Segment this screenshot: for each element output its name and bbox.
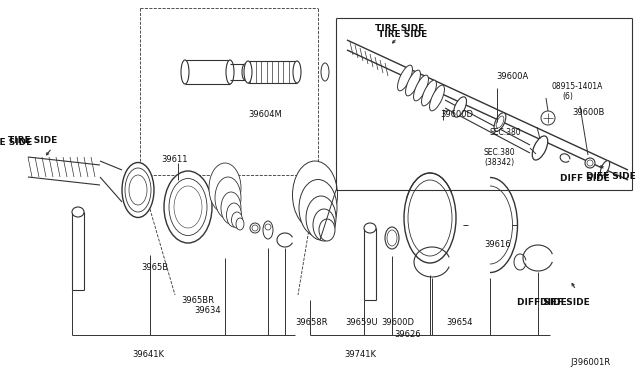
- Ellipse shape: [413, 75, 428, 101]
- Text: 39634: 39634: [195, 306, 221, 315]
- Ellipse shape: [387, 230, 397, 246]
- Ellipse shape: [215, 177, 241, 219]
- Text: 39741K: 39741K: [344, 350, 376, 359]
- Ellipse shape: [321, 63, 329, 81]
- Text: TIRE SIDE: TIRE SIDE: [375, 24, 424, 33]
- Ellipse shape: [408, 180, 452, 256]
- Text: 39600B: 39600B: [572, 108, 604, 117]
- Ellipse shape: [496, 116, 504, 128]
- Ellipse shape: [72, 207, 84, 217]
- Ellipse shape: [292, 161, 337, 229]
- Ellipse shape: [250, 223, 260, 233]
- Text: 39626: 39626: [395, 330, 421, 339]
- Text: TIRE SIDE: TIRE SIDE: [378, 30, 428, 39]
- Text: 39641K: 39641K: [132, 350, 164, 359]
- Ellipse shape: [364, 223, 376, 233]
- Ellipse shape: [181, 60, 189, 84]
- Ellipse shape: [236, 218, 244, 230]
- Ellipse shape: [600, 161, 610, 176]
- Ellipse shape: [242, 64, 248, 80]
- Text: 39616: 39616: [484, 240, 511, 249]
- Ellipse shape: [265, 224, 271, 230]
- Ellipse shape: [406, 70, 420, 96]
- Ellipse shape: [299, 180, 337, 237]
- Text: DIFF SIDE: DIFF SIDE: [517, 298, 567, 307]
- Ellipse shape: [164, 171, 212, 243]
- Ellipse shape: [397, 65, 412, 91]
- Ellipse shape: [169, 179, 207, 235]
- Ellipse shape: [306, 196, 336, 240]
- Ellipse shape: [129, 175, 147, 205]
- Text: DIFF SIDE: DIFF SIDE: [586, 172, 636, 181]
- Text: J396001R: J396001R: [570, 358, 610, 367]
- Text: SEC.380: SEC.380: [490, 128, 522, 137]
- Ellipse shape: [122, 163, 154, 218]
- Ellipse shape: [404, 173, 456, 263]
- Ellipse shape: [319, 219, 335, 241]
- Text: 39600A: 39600A: [496, 72, 528, 81]
- Ellipse shape: [532, 136, 548, 160]
- Ellipse shape: [422, 80, 436, 106]
- Text: TIRE SIDE: TIRE SIDE: [8, 136, 57, 145]
- Text: DIFF SIDE: DIFF SIDE: [540, 298, 589, 307]
- Ellipse shape: [385, 227, 399, 249]
- Text: 39654: 39654: [447, 318, 473, 327]
- Ellipse shape: [174, 186, 202, 228]
- Ellipse shape: [429, 85, 444, 111]
- Ellipse shape: [209, 163, 241, 213]
- Ellipse shape: [227, 203, 241, 227]
- Ellipse shape: [221, 192, 241, 224]
- Ellipse shape: [252, 225, 258, 231]
- Text: 39600D: 39600D: [440, 110, 473, 119]
- Text: TIRE SIDE: TIRE SIDE: [0, 138, 33, 147]
- Text: 39658R: 39658R: [296, 318, 328, 327]
- Ellipse shape: [585, 158, 595, 168]
- Text: 08915-1401A: 08915-1401A: [552, 82, 604, 91]
- Text: 39604M: 39604M: [248, 110, 282, 119]
- Ellipse shape: [454, 97, 467, 117]
- Text: 39611: 39611: [162, 155, 188, 164]
- Ellipse shape: [587, 160, 593, 166]
- Text: 39600D: 39600D: [381, 318, 415, 327]
- Ellipse shape: [293, 61, 301, 83]
- Ellipse shape: [494, 113, 506, 131]
- Text: (38342): (38342): [484, 158, 514, 167]
- Text: 39659U: 39659U: [346, 318, 378, 327]
- Text: DIFF SIDE: DIFF SIDE: [560, 174, 610, 183]
- Text: (6): (6): [562, 92, 573, 101]
- Ellipse shape: [226, 60, 234, 84]
- Ellipse shape: [125, 168, 151, 212]
- Text: 3965BR: 3965BR: [182, 296, 214, 305]
- Ellipse shape: [313, 209, 335, 241]
- Ellipse shape: [244, 61, 252, 83]
- Text: SEC.380: SEC.380: [484, 148, 516, 157]
- Text: 3965B: 3965B: [141, 263, 168, 272]
- Ellipse shape: [263, 221, 273, 239]
- Ellipse shape: [232, 212, 243, 228]
